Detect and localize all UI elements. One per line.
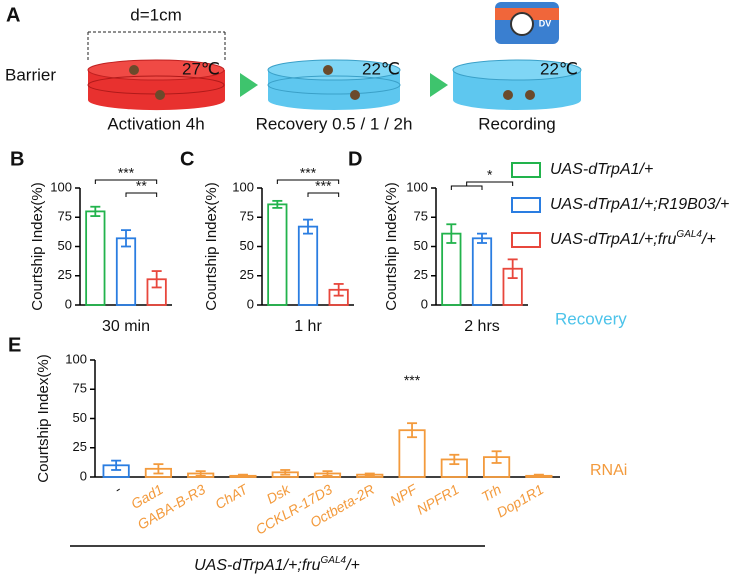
y-tick-label: 100 bbox=[406, 179, 428, 194]
panel-label: A bbox=[6, 4, 20, 26]
y-tick-label: 75 bbox=[73, 381, 87, 396]
distance-label: d=1cm bbox=[130, 5, 182, 24]
chamber-top bbox=[267, 59, 401, 81]
temperature: 22℃ bbox=[362, 59, 400, 78]
panel-label: E bbox=[8, 334, 21, 356]
text-part: UAS-dTrpA1/+;fru bbox=[550, 231, 677, 248]
y-tick-label: 50 bbox=[240, 238, 254, 253]
legend-label: UAS-dTrpA1/+;R19B03/+ bbox=[550, 196, 729, 213]
y-axis-title: Courtship Index(%) bbox=[29, 182, 46, 310]
significance-bracket bbox=[94, 179, 158, 184]
significance-bracket bbox=[450, 185, 483, 190]
rnai-label: RNAi bbox=[590, 462, 627, 479]
y-tick-label: 75 bbox=[240, 209, 254, 224]
x-tick-label: Trh bbox=[479, 481, 504, 505]
step-label: Recording bbox=[478, 114, 556, 133]
chamber bbox=[453, 70, 581, 110]
x-axis-title: 1 hr bbox=[294, 318, 322, 335]
step-label: Activation 4h bbox=[107, 114, 204, 133]
legend-label: UAS-dTrpA1/+;fruGAL4/+ bbox=[550, 229, 716, 249]
y-tick-label: 50 bbox=[414, 238, 428, 253]
y-axis-title: Courtship Index(%) bbox=[203, 182, 220, 310]
bar bbox=[115, 237, 137, 306]
text-part: UAS-dTrpA1/+ bbox=[550, 161, 653, 178]
significance-label: *** bbox=[118, 165, 135, 181]
panel-label: C bbox=[180, 148, 194, 170]
arrow bbox=[240, 73, 258, 97]
significance-label: ** bbox=[136, 178, 147, 194]
y-tick-label: 25 bbox=[73, 439, 87, 454]
legend-swatch bbox=[511, 162, 541, 178]
bar bbox=[85, 210, 106, 306]
y-tick-label: 75 bbox=[414, 209, 428, 224]
panel-label: B bbox=[10, 148, 24, 170]
y-tick-label: 50 bbox=[58, 238, 72, 253]
bar bbox=[441, 232, 462, 306]
genotype-label: UAS-dTrpA1/+;fruGAL4/+ bbox=[194, 555, 360, 575]
chamber-top bbox=[452, 59, 582, 81]
text-part: /+ bbox=[345, 557, 360, 574]
significance-label: *** bbox=[315, 178, 332, 194]
y-axis-title: Courtship Index(%) bbox=[383, 182, 400, 310]
bar bbox=[471, 237, 493, 306]
chamber-top bbox=[87, 59, 225, 81]
y-tick-label: 0 bbox=[421, 296, 428, 311]
significance-bracket bbox=[125, 192, 158, 197]
panel-label: D bbox=[348, 148, 362, 170]
legend-label: UAS-dTrpA1/+ bbox=[550, 161, 653, 178]
y-tick-label: 0 bbox=[65, 296, 72, 311]
x-tick-label: - bbox=[111, 481, 123, 497]
y-tick-label: 25 bbox=[240, 267, 254, 282]
recovery-label: Recovery bbox=[555, 309, 627, 328]
temperature: 27℃ bbox=[182, 59, 220, 78]
flies bbox=[129, 65, 535, 100]
legend-swatch bbox=[511, 232, 541, 248]
panel-a: A d=1cm DV Barrier 27℃ 22℃ 22℃ Activatio… bbox=[5, 2, 582, 133]
x-axis-title: 2 hrs bbox=[464, 318, 500, 335]
y-tick-label: 25 bbox=[58, 267, 72, 282]
text-part: /+ bbox=[701, 231, 716, 248]
text-part: UAS-dTrpA1/+;fru bbox=[194, 557, 321, 574]
x-axis-title: 30 min bbox=[102, 318, 150, 335]
y-tick-label: 25 bbox=[414, 267, 428, 282]
significance-bracket bbox=[466, 181, 514, 186]
y-tick-label: 0 bbox=[247, 296, 254, 311]
significance-bracket bbox=[307, 192, 340, 197]
barrier-label: Barrier bbox=[5, 65, 56, 84]
x-tick-label: Dop1R1 bbox=[494, 481, 546, 521]
text-part: GAL4 bbox=[676, 229, 702, 240]
barrier bbox=[267, 75, 401, 95]
y-tick-label: 0 bbox=[80, 468, 87, 483]
y-tick-label: 100 bbox=[50, 179, 72, 194]
x-tick-label: ChAT bbox=[212, 480, 251, 512]
camera-lens bbox=[510, 12, 534, 36]
y-tick-label: 75 bbox=[58, 209, 72, 224]
arrow bbox=[430, 73, 448, 97]
y-axis-title: Courtship Index(%) bbox=[35, 354, 52, 482]
text-part: GAL4 bbox=[321, 555, 347, 566]
significance-bracket bbox=[276, 179, 340, 184]
camera-label: DV bbox=[539, 18, 552, 28]
bar bbox=[267, 203, 288, 306]
chamber bbox=[88, 70, 225, 111]
chamber bbox=[268, 70, 400, 110]
y-tick-label: 100 bbox=[65, 351, 87, 366]
bar bbox=[297, 225, 319, 306]
x-tick-label: NPFR1 bbox=[414, 481, 462, 518]
significance-label: *** bbox=[404, 372, 421, 388]
significance-label: *** bbox=[300, 165, 317, 181]
y-tick-label: 50 bbox=[73, 410, 87, 425]
temperature: 22℃ bbox=[540, 59, 578, 78]
significance-label: * bbox=[487, 167, 493, 183]
text-part: UAS-dTrpA1/+;R19B03/+ bbox=[550, 196, 729, 213]
step-label: Recovery 0.5 / 1 / 2h bbox=[256, 114, 413, 133]
y-tick-label: 100 bbox=[232, 179, 254, 194]
legend-swatch bbox=[511, 197, 541, 213]
